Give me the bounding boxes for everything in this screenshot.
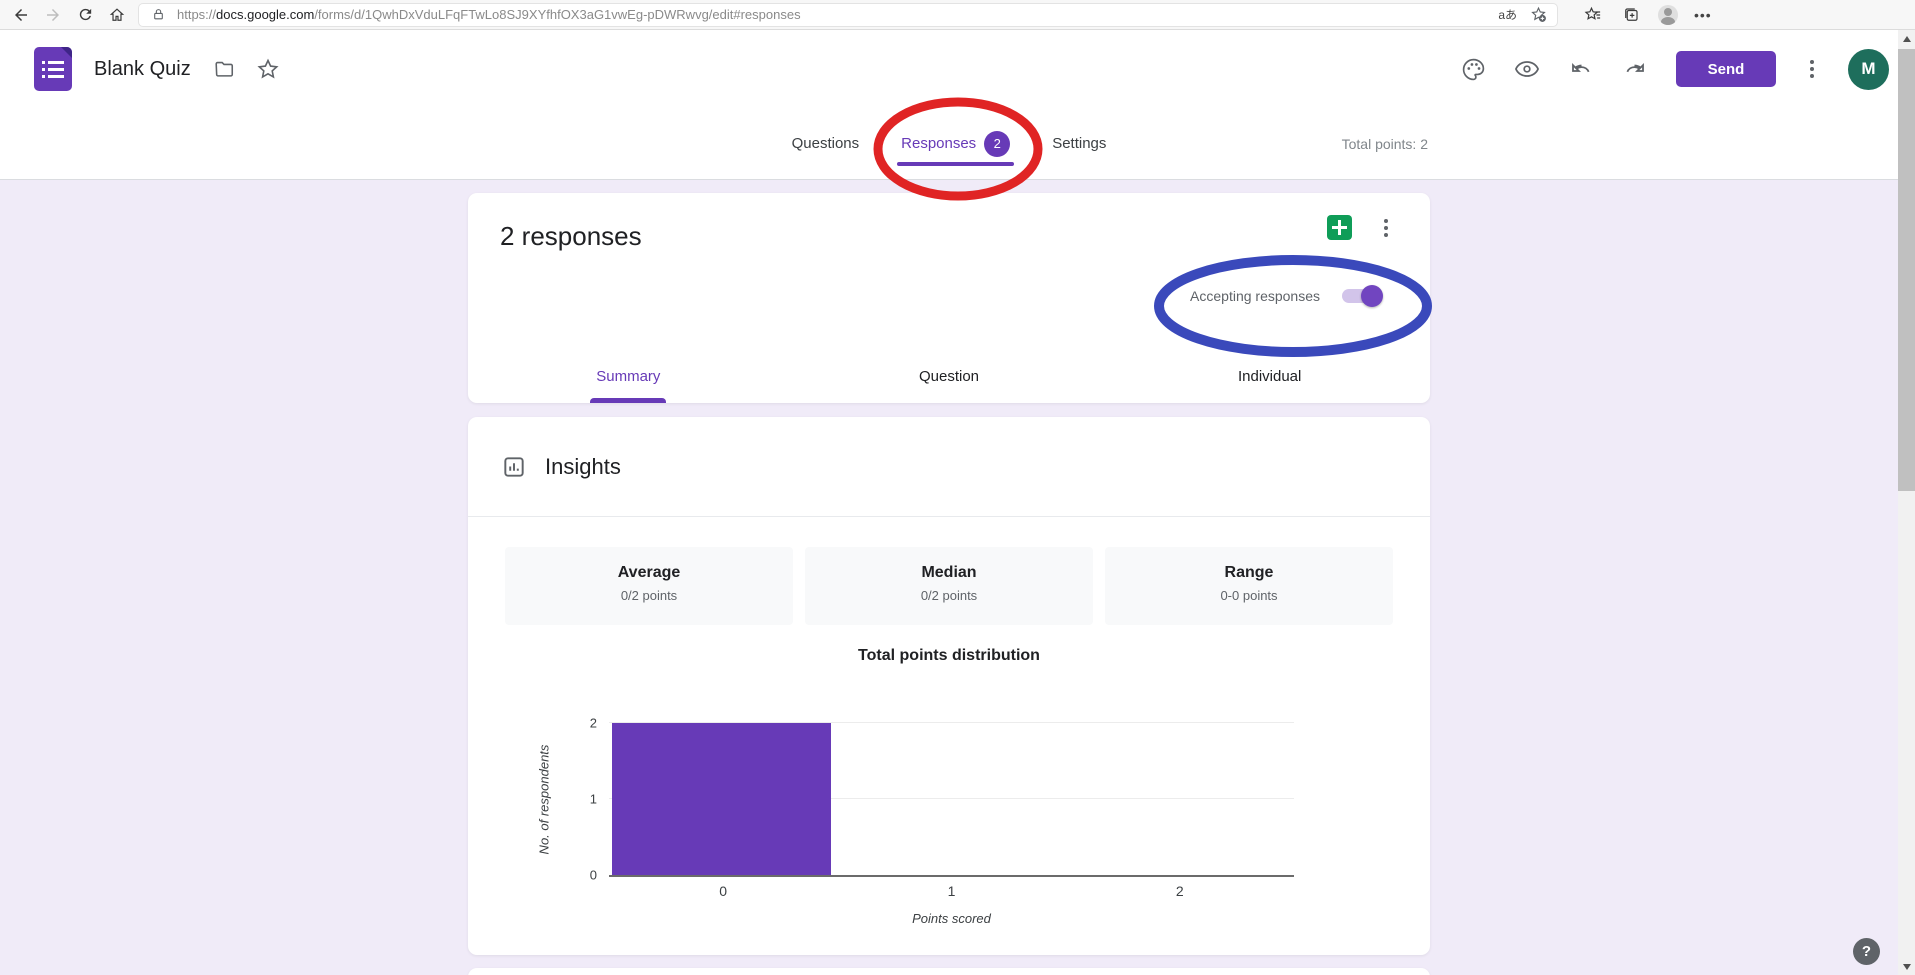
total-points-label: Total points: 2 (1341, 135, 1428, 152)
page-content: 2 responses Accepting responses Summary … (0, 180, 1898, 975)
toggle-knob (1361, 285, 1383, 307)
chart-xlabel: Points scored (912, 911, 991, 926)
xtick-2: 2 (1175, 883, 1184, 899)
responses-count-title: 2 responses (500, 221, 642, 251)
forms-logo-icon[interactable] (34, 47, 72, 91)
form-section-tabs: Questions Responses 2 Settings Total poi… (0, 108, 1898, 180)
subtab-summary[interactable]: Summary (468, 349, 789, 403)
next-section-card (468, 968, 1430, 975)
collections-icon[interactable] (1620, 4, 1642, 26)
accepting-responses-row: Accepting responses (1190, 285, 1383, 307)
home-icon[interactable] (106, 4, 128, 26)
accepting-responses-label: Accepting responses (1190, 288, 1320, 304)
favorites-bar-icon[interactable] (1582, 4, 1604, 26)
stat-median-value: 0/2 points (920, 588, 978, 603)
active-tab-underline (897, 162, 1015, 166)
browser-toolbar: https://docs.google.com/forms/d/1QwhDxVd… (0, 0, 1915, 30)
points-distribution-chart: No. of respondents 0 1 2 0 1 2 Points scored (537, 716, 1294, 926)
forward-icon[interactable] (42, 4, 64, 26)
tab-settings-label: Settings (1052, 135, 1107, 152)
star-icon[interactable] (255, 56, 281, 82)
theme-palette-icon[interactable] (1460, 56, 1486, 82)
move-folder-icon[interactable] (211, 56, 237, 82)
refresh-icon[interactable] (74, 4, 96, 26)
ytick-2: 2 (589, 715, 597, 731)
insights-card: Insights Average 0/2 points Median 0/2 p… (468, 417, 1430, 955)
ytick-0: 0 (589, 867, 597, 883)
browser-menu-icon[interactable]: ••• (1694, 6, 1712, 23)
insights-chart-icon (501, 454, 527, 480)
gridline-y1 (609, 798, 1294, 799)
document-title[interactable]: Blank Quiz (94, 57, 191, 80)
stat-range-label: Range (1224, 564, 1274, 581)
subtab-individual-label: Individual (1237, 367, 1302, 385)
chart-ylabel: No. of respondents (536, 744, 552, 855)
tab-questions-label: Questions (791, 135, 860, 152)
header-more-options-icon[interactable] (1804, 58, 1820, 80)
tab-responses-label: Responses (901, 135, 977, 152)
address-bar[interactable]: https://docs.google.com/forms/d/1QwhDxVd… (138, 2, 1558, 27)
subtab-question-label: Question (918, 367, 980, 385)
responses-count-badge: 2 (984, 130, 1011, 157)
score-stats-row: Average 0/2 points Median 0/2 points Ran… (505, 547, 1393, 625)
ytick-1: 1 (589, 791, 597, 807)
url-text: https://docs.google.com/forms/d/1QwhDxVd… (177, 7, 801, 22)
chart-plot: 0 1 2 0 1 2 (590, 716, 1294, 899)
link-to-sheets-icon[interactable] (1327, 215, 1352, 240)
stat-range: Range 0-0 points (1105, 547, 1393, 625)
undo-icon[interactable] (1568, 56, 1594, 82)
subtab-question[interactable]: Question (789, 349, 1110, 403)
lock-icon[interactable] (147, 4, 169, 26)
browser-profile-icon[interactable] (1658, 4, 1678, 25)
tab-responses[interactable]: Responses 2 (897, 108, 1015, 179)
subtab-summary-label: Summary (596, 367, 661, 385)
back-icon[interactable] (10, 4, 32, 26)
scroll-up-icon[interactable] (1898, 30, 1915, 47)
bar-0 (612, 723, 832, 875)
stat-median-label: Median (921, 564, 977, 581)
responses-more-options-icon[interactable] (1378, 217, 1394, 239)
active-subtab-underline (590, 398, 667, 403)
scrollbar-thumb[interactable] (1898, 49, 1915, 491)
translate-icon[interactable]: aあ (1498, 8, 1517, 22)
scroll-down-icon[interactable] (1898, 958, 1915, 975)
page-scrollbar[interactable] (1898, 30, 1915, 975)
help-button[interactable]: ? (1853, 938, 1880, 965)
account-avatar[interactable]: M (1848, 48, 1889, 90)
subtab-individual[interactable]: Individual (1109, 349, 1430, 403)
stat-range-value: 0-0 points (1220, 588, 1278, 603)
accepting-responses-toggle[interactable] (1342, 285, 1383, 307)
stat-median: Median 0/2 points (805, 547, 1093, 625)
add-favorite-icon[interactable] (1527, 4, 1549, 26)
stat-average: Average 0/2 points (505, 547, 793, 625)
stat-average-value: 0/2 points (620, 588, 678, 603)
insights-title: Insights (545, 453, 621, 479)
redo-icon[interactable] (1622, 56, 1648, 82)
tab-questions[interactable]: Questions (788, 108, 864, 179)
forms-header: Blank Quiz Send M (0, 30, 1915, 108)
xtick-0: 0 (719, 883, 728, 899)
chart-title: Total points distribution (858, 647, 1040, 664)
responses-summary-card: 2 responses Accepting responses Summary … (468, 193, 1430, 403)
preview-eye-icon[interactable] (1514, 56, 1540, 82)
xtick-1: 1 (947, 883, 956, 899)
stat-average-label: Average (617, 564, 681, 581)
gridline-y2 (609, 722, 1294, 723)
responses-view-subtabs: Summary Question Individual (468, 349, 1430, 403)
send-button[interactable]: Send (1676, 51, 1776, 87)
tab-settings[interactable]: Settings (1048, 108, 1110, 179)
